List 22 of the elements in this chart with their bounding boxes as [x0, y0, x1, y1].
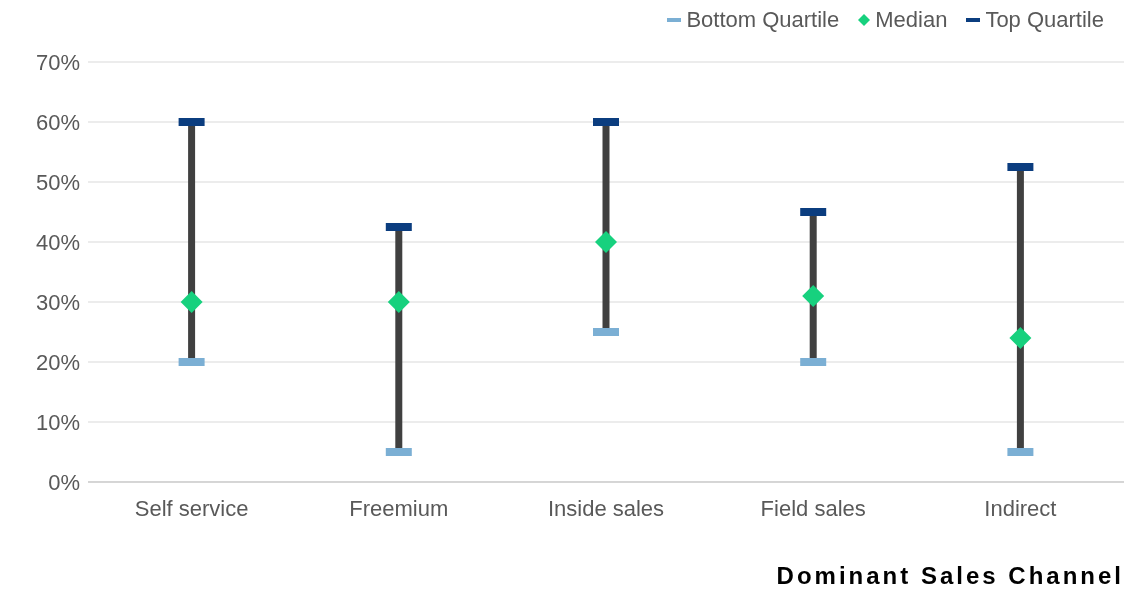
y-tick-label: 20% — [35, 349, 80, 375]
y-tick-label: 70% — [35, 49, 80, 75]
legend-label: Top Quartile — [985, 7, 1104, 33]
x-tick-label: Inside sales — [547, 495, 665, 521]
x-tick-label: Indirect — [984, 495, 1057, 521]
x-axis-title: Dominant Sales Channel — [775, 562, 1124, 590]
x-tick-label: Freemium — [349, 495, 449, 521]
point — [595, 231, 617, 253]
y-tick-label: 30% — [35, 289, 80, 315]
point — [387, 291, 410, 313]
point — [802, 285, 825, 307]
y-tick-label: 10% — [35, 409, 80, 435]
x-tick-label: Field sales — [760, 495, 866, 521]
point — [1009, 327, 1032, 349]
legend-label: Bottom Quartile — [686, 7, 840, 33]
legend-label: Median — [875, 7, 948, 33]
y-tick-label: 40% — [35, 229, 80, 255]
y-tick-label: 50% — [35, 169, 80, 195]
y-tick-label: 0% — [48, 469, 80, 495]
point — [180, 291, 203, 313]
x-tick-label: Self service — [134, 495, 249, 521]
y-tick-label: 60% — [35, 109, 80, 135]
